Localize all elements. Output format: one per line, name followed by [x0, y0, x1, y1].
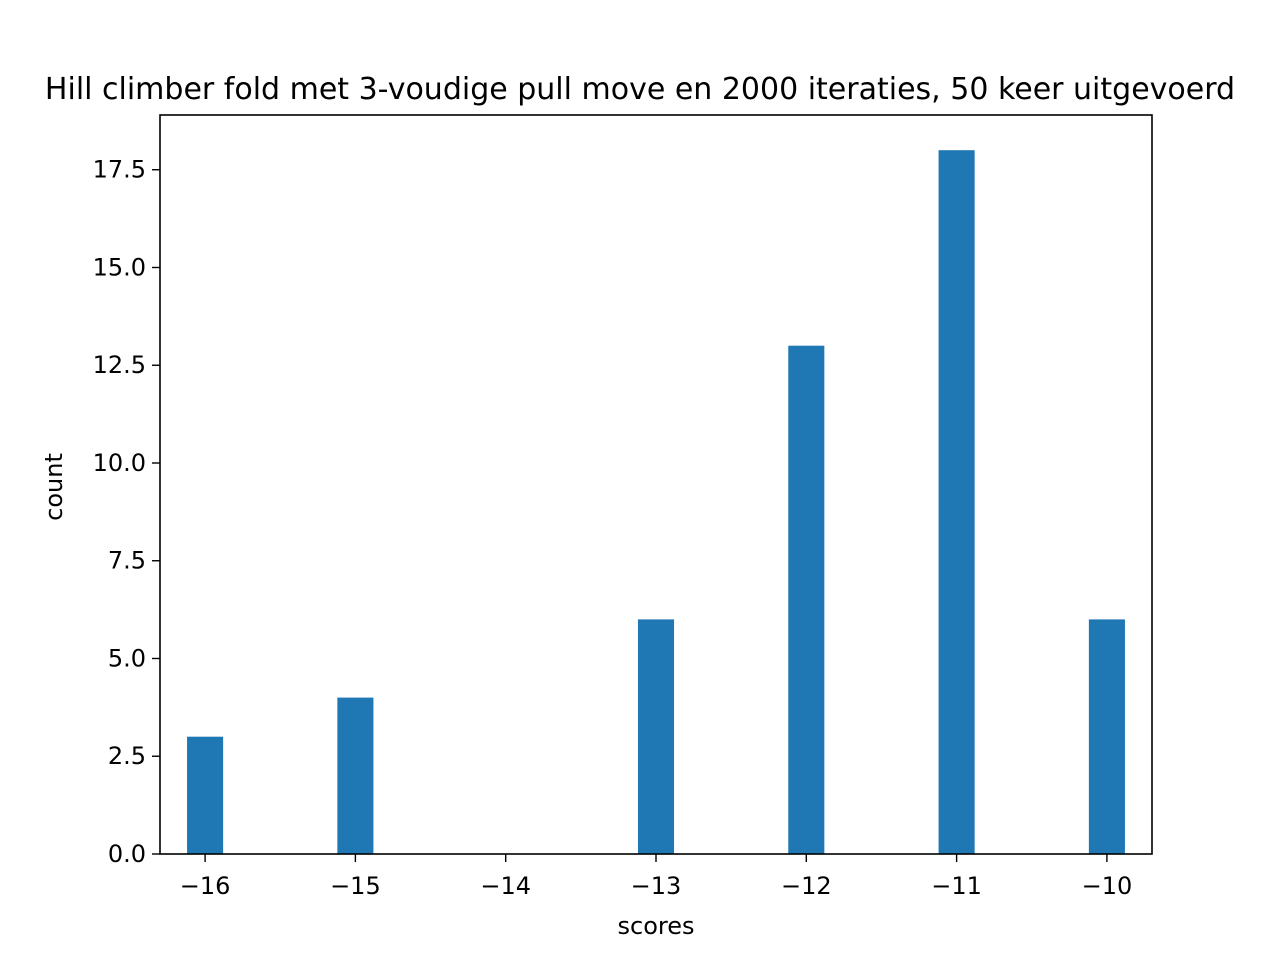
y-tick-label: 15.0	[93, 253, 146, 281]
histogram-bar	[938, 150, 975, 854]
x-tick-label: −10	[1082, 872, 1133, 900]
x-tick-label: −12	[781, 872, 832, 900]
histogram-bar	[788, 345, 825, 854]
x-tick-label: −14	[480, 872, 531, 900]
y-tick-label: 0.0	[108, 840, 146, 868]
y-tick-label: 2.5	[108, 742, 146, 770]
y-tick-label: 12.5	[93, 351, 146, 379]
x-axis-label: scores	[618, 912, 695, 940]
y-tick-label: 5.0	[108, 644, 146, 672]
chart-title: Hill climber fold met 3-voudige pull mov…	[45, 72, 1235, 107]
y-axis-label: count	[40, 453, 68, 521]
bars-layer	[187, 150, 1125, 854]
y-axis: 0.0 2.5 5.0 7.5 10.0 12.5 15.0 17.5	[93, 156, 160, 868]
x-tick-label: −13	[631, 872, 682, 900]
histogram-bar	[337, 697, 374, 854]
y-tick-label: 7.5	[108, 547, 146, 575]
x-tick-label: −16	[180, 872, 231, 900]
x-axis: −16 −15 −14 −13 −12 −11 −10	[180, 854, 1132, 900]
histogram-bar	[1088, 619, 1125, 854]
x-tick-label: −15	[330, 872, 381, 900]
x-tick-label: −11	[931, 872, 982, 900]
y-tick-label: 17.5	[93, 156, 146, 184]
histogram-bar	[187, 736, 224, 854]
histogram-bar	[637, 619, 675, 854]
y-tick-label: 10.0	[93, 449, 146, 477]
